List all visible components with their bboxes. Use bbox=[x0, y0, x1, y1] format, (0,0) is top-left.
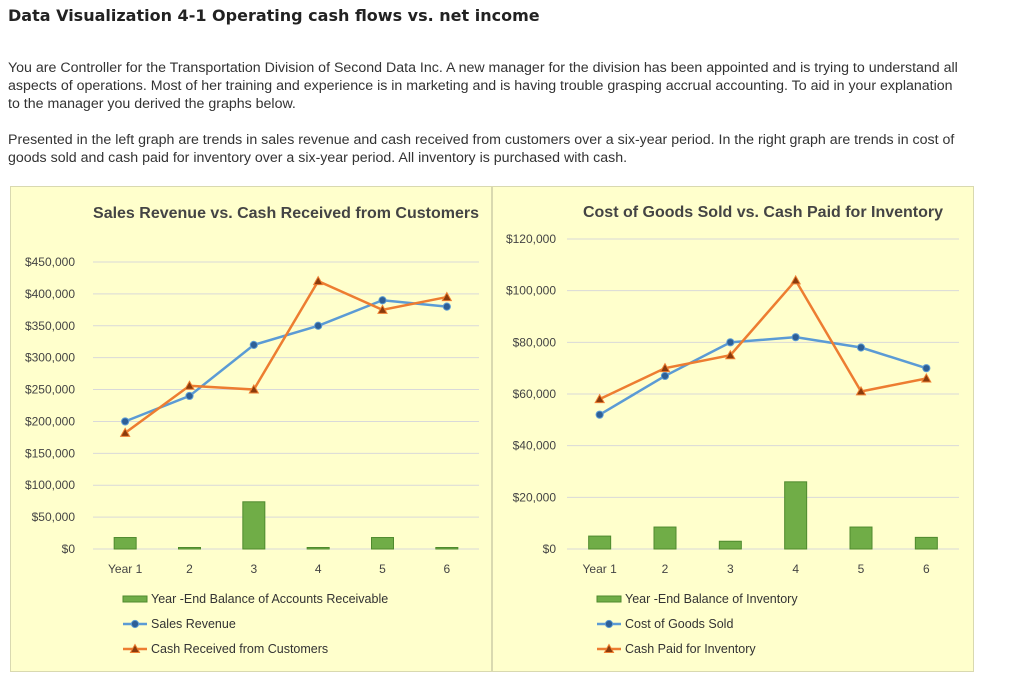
point-cash-paid-for-inventory bbox=[855, 385, 867, 396]
point-cash-received-from-customers bbox=[441, 291, 453, 302]
y-tick-label: $0 bbox=[62, 542, 76, 556]
point-cash-paid-for-inventory bbox=[594, 393, 606, 404]
line-cash-received-from-customers bbox=[124, 279, 448, 434]
point-cost-of-goods-sold bbox=[791, 333, 800, 342]
legend-label: Year -End Balance of Accounts Receivable bbox=[151, 592, 388, 606]
y-tick-label: $80,000 bbox=[513, 335, 557, 349]
x-tick-label: Year 1 bbox=[583, 562, 618, 576]
legend-item-cash-paid-for-inventory: Cash Paid for Inventory bbox=[597, 642, 756, 656]
bar-year-end-balance-of-accounts-receivable bbox=[242, 501, 266, 550]
point-cost-of-goods-sold bbox=[660, 371, 670, 381]
point-cash-paid-for-inventory bbox=[790, 274, 802, 285]
sales-revenue-chart: Sales Revenue vs. Cash Received from Cus… bbox=[25, 205, 479, 656]
x-tick-label: 4 bbox=[792, 562, 799, 576]
x-tick-label: 3 bbox=[250, 562, 257, 576]
legend-item-year-end-balance-of-accounts-receivable: Year -End Balance of Accounts Receivable bbox=[122, 592, 388, 606]
point-cost-of-goods-sold bbox=[595, 410, 604, 419]
legend-item-sales-revenue: Sales Revenue bbox=[123, 617, 236, 631]
legend-marker bbox=[130, 619, 140, 629]
legend-item-year-end-balance-of-inventory: Year -End Balance of Inventory bbox=[596, 592, 798, 606]
y-tick-label: $150,000 bbox=[25, 446, 75, 460]
sales-revenue-chart-panel: Sales Revenue vs. Cash Received from Cus… bbox=[10, 186, 492, 672]
bar-year-end-balance-of-inventory bbox=[588, 535, 612, 550]
bar-year-end-balance-of-inventory bbox=[718, 540, 742, 550]
bar-year-end-balance-of-accounts-receivable bbox=[371, 537, 394, 550]
legend-label: Cash Received from Customers bbox=[151, 642, 328, 656]
intro-paragraph: You are Controller for the Transportatio… bbox=[8, 60, 958, 112]
legend-marker bbox=[604, 619, 614, 629]
legend-item-cost-of-goods-sold: Cost of Goods Sold bbox=[597, 617, 733, 631]
x-tick-label: Year 1 bbox=[108, 562, 143, 576]
legend-marker bbox=[129, 643, 141, 653]
legend-swatch bbox=[596, 595, 622, 603]
x-tick-label: 2 bbox=[662, 562, 669, 576]
y-tick-label: $400,000 bbox=[25, 287, 75, 301]
y-tick-label: $100,000 bbox=[506, 284, 556, 298]
legend-swatch bbox=[122, 595, 148, 603]
y-tick-label: $100,000 bbox=[25, 478, 75, 492]
line-cost-of-goods-sold bbox=[599, 335, 927, 416]
y-tick-label: $200,000 bbox=[25, 414, 75, 428]
x-tick-label: 4 bbox=[315, 562, 322, 576]
point-cash-received-from-customers bbox=[119, 427, 131, 437]
cogs-chart: Cost of Goods Sold vs. Cash Paid for Inv… bbox=[506, 204, 959, 656]
point-cost-of-goods-sold bbox=[726, 338, 735, 347]
bar-year-end-balance-of-accounts-receivable bbox=[306, 547, 330, 550]
point-sales-revenue bbox=[378, 296, 387, 305]
x-tick-label: 3 bbox=[727, 562, 734, 576]
chart-title: Cost of Goods Sold vs. Cash Paid for Inv… bbox=[583, 204, 943, 221]
point-cash-received-from-customers bbox=[184, 380, 195, 390]
y-tick-label: $250,000 bbox=[25, 383, 75, 397]
line-cash-paid-for-inventory bbox=[599, 278, 927, 401]
bar-year-end-balance-of-accounts-receivable bbox=[435, 547, 459, 550]
legend-marker bbox=[603, 643, 615, 653]
point-sales-revenue bbox=[249, 340, 258, 350]
point-cash-paid-for-inventory bbox=[659, 362, 671, 373]
y-tick-label: $120,000 bbox=[506, 232, 556, 246]
y-tick-label: $50,000 bbox=[32, 510, 76, 524]
y-tick-label: $20,000 bbox=[513, 490, 557, 504]
y-tick-label: $450,000 bbox=[25, 255, 75, 269]
y-tick-label: $300,000 bbox=[25, 351, 75, 365]
cogs-chart-panel: Cost of Goods Sold vs. Cash Paid for Inv… bbox=[492, 186, 974, 672]
bar-year-end-balance-of-inventory bbox=[849, 526, 873, 550]
bar-year-end-balance-of-accounts-receivable bbox=[178, 547, 201, 550]
y-tick-label: $60,000 bbox=[513, 387, 557, 401]
description-paragraph: Presented in the left graph are trends i… bbox=[8, 132, 955, 166]
point-cash-received-from-customers bbox=[312, 275, 324, 286]
legend-label: Year -End Balance of Inventory bbox=[625, 592, 798, 606]
y-tick-label: $0 bbox=[543, 542, 557, 556]
x-tick-label: 6 bbox=[923, 562, 930, 576]
x-tick-label: 5 bbox=[379, 562, 386, 576]
page-title: Data Visualization 4-1 Operating cash fl… bbox=[8, 6, 540, 25]
legend-label: Cash Paid for Inventory bbox=[625, 642, 756, 656]
legend-label: Sales Revenue bbox=[151, 617, 236, 631]
bar-year-end-balance-of-inventory bbox=[784, 481, 808, 550]
chart-title: Sales Revenue vs. Cash Received from Cus… bbox=[93, 205, 479, 222]
point-cash-paid-for-inventory bbox=[724, 349, 736, 360]
point-sales-revenue bbox=[185, 391, 194, 401]
point-cash-paid-for-inventory bbox=[920, 372, 932, 383]
bar-year-end-balance-of-inventory bbox=[653, 526, 677, 550]
point-cash-received-from-customers bbox=[248, 384, 260, 394]
x-tick-label: 2 bbox=[186, 562, 193, 576]
y-tick-label: $40,000 bbox=[513, 439, 557, 453]
legend-item-cash-received-from-customers: Cash Received from Customers bbox=[123, 642, 328, 656]
x-tick-label: 6 bbox=[443, 562, 450, 576]
y-tick-label: $350,000 bbox=[25, 319, 75, 333]
x-tick-label: 5 bbox=[858, 562, 865, 576]
bar-year-end-balance-of-accounts-receivable bbox=[113, 537, 137, 550]
bar-year-end-balance-of-inventory bbox=[914, 536, 938, 550]
point-sales-revenue bbox=[314, 321, 323, 330]
point-sales-revenue bbox=[121, 417, 130, 426]
line-sales-revenue bbox=[124, 298, 447, 423]
point-sales-revenue bbox=[442, 302, 451, 311]
legend-label: Cost of Goods Sold bbox=[625, 617, 733, 631]
point-cost-of-goods-sold bbox=[922, 364, 931, 373]
point-cost-of-goods-sold bbox=[856, 343, 866, 352]
point-cash-received-from-customers bbox=[377, 304, 388, 314]
